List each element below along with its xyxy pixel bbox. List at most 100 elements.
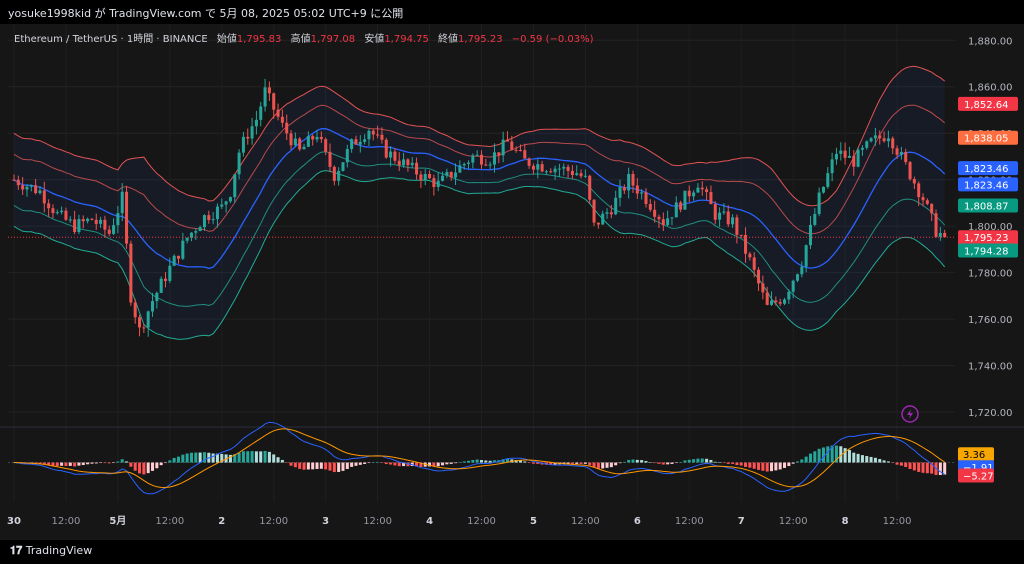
candle-body <box>657 216 661 220</box>
macd-histogram-bar <box>397 462 401 467</box>
chart-svg[interactable]: 1,880.001,860.001,840.001,820.001,800.00… <box>0 24 1024 540</box>
macd-histogram-bar <box>419 462 423 467</box>
time-tick-label: 6 <box>634 516 641 527</box>
candle-body <box>60 210 64 213</box>
candle-body <box>185 237 189 241</box>
macd-histogram-bar <box>687 459 691 463</box>
candle-body <box>839 150 843 154</box>
candle-body <box>354 139 358 145</box>
candle-body <box>570 170 574 175</box>
candle-body <box>800 266 804 275</box>
footer-bar: 𝟏𝟕 TradingView <box>0 540 1024 564</box>
macd-histogram-bar <box>163 462 168 464</box>
candle-body <box>12 179 16 181</box>
author-line: yosuke1998kid が TradingView.com で 5月 08,… <box>8 7 404 20</box>
candle-body <box>103 219 107 230</box>
candle-body <box>501 139 505 156</box>
candle-body <box>112 225 116 234</box>
macd-histogram-bar <box>47 462 51 466</box>
macd-histogram-bar <box>527 462 531 464</box>
candle-body <box>895 148 899 155</box>
bb-upper-line <box>13 65 946 207</box>
candle-body <box>666 218 670 226</box>
candle-body <box>527 158 531 166</box>
macd-histogram-bar <box>462 461 466 463</box>
candle-body <box>744 234 748 254</box>
candle-body <box>293 138 297 146</box>
macd-histogram-bar <box>402 462 406 467</box>
candle-body <box>198 227 202 232</box>
macd-histogram-bar <box>198 452 202 463</box>
candle-body <box>566 166 570 171</box>
chart-panel[interactable]: 1,880.001,860.001,840.001,820.001,800.00… <box>0 24 1024 540</box>
macd-histogram-bar <box>692 459 696 463</box>
macd-histogram-bar <box>787 462 791 467</box>
candle-body <box>648 203 652 210</box>
candle-body <box>202 215 206 228</box>
candle-body <box>588 175 592 200</box>
macd-histogram-bar <box>891 462 895 464</box>
candle-body <box>21 185 25 190</box>
candle-body <box>847 155 851 158</box>
candle-body <box>428 173 432 179</box>
macd-histogram-bar <box>488 460 492 463</box>
legend-change: −0.59 (−0.03%) <box>512 34 594 45</box>
macd-histogram-bar <box>505 458 509 463</box>
macd-histogram-bar <box>285 462 289 464</box>
macd-histogram-bar <box>722 462 726 464</box>
candle-body <box>778 302 782 304</box>
candle-body <box>523 150 527 159</box>
macd-histogram-bar <box>761 462 765 471</box>
macd-histogram-bar <box>839 446 843 463</box>
candle-body <box>731 217 735 225</box>
candle-body <box>553 168 557 173</box>
macd-histogram-bar <box>938 462 942 476</box>
candle-body <box>505 139 509 142</box>
macd-histogram-bar <box>371 462 375 463</box>
macd-tag-label: −5.27 <box>963 472 994 483</box>
macd-histogram-bar <box>38 462 42 464</box>
price-tick-label: 1,720.00 <box>968 408 1013 419</box>
price-tick-label: 1,880.00 <box>968 36 1013 47</box>
macd-histogram-bar <box>795 461 800 463</box>
candle-body <box>42 190 46 204</box>
candle-body <box>770 300 774 305</box>
time-tick-label: 12:00 <box>363 516 392 527</box>
candle-body <box>454 172 458 178</box>
candle-body <box>748 253 752 258</box>
lightning-icon[interactable] <box>901 405 919 423</box>
candle-body <box>458 165 462 173</box>
macd-histogram-bar <box>666 462 670 465</box>
bb-inner-lower-line <box>13 151 946 307</box>
candle-body <box>298 138 302 150</box>
candle-body <box>99 219 103 224</box>
legend-open: 1,795.83 <box>237 34 282 45</box>
candle-body <box>492 152 497 165</box>
macd-histogram-bar <box>705 458 709 463</box>
candle-body <box>176 255 181 259</box>
candle-body <box>315 136 319 140</box>
candle-body <box>163 278 168 281</box>
candle-body <box>826 173 830 187</box>
candle-body <box>934 213 938 237</box>
candle-body <box>250 126 254 139</box>
macd-histogram-bar <box>479 460 484 463</box>
candle-body <box>224 201 228 205</box>
macd-histogram-bar <box>215 453 219 463</box>
macd-histogram-bar <box>60 462 64 466</box>
macd-histogram-bar <box>536 462 540 464</box>
macd-histogram-bar <box>657 462 661 464</box>
candle-body <box>583 175 587 177</box>
tradingview-logo-icon[interactable]: 𝟏𝟕 TradingView <box>10 544 92 558</box>
macd-histogram-bar <box>86 462 90 465</box>
price-tag-label: 1,838.05 <box>964 134 1009 145</box>
macd-histogram-bar <box>293 462 297 468</box>
macd-histogram-bar <box>925 462 929 474</box>
macd-histogram-bar <box>64 462 68 466</box>
macd-histogram-bar <box>73 462 77 467</box>
macd-histogram-bar <box>908 462 912 469</box>
candle-body <box>713 204 717 220</box>
candle-body <box>90 218 94 220</box>
macd-histogram-bar <box>774 462 778 471</box>
macd-histogram-bar <box>778 462 782 470</box>
